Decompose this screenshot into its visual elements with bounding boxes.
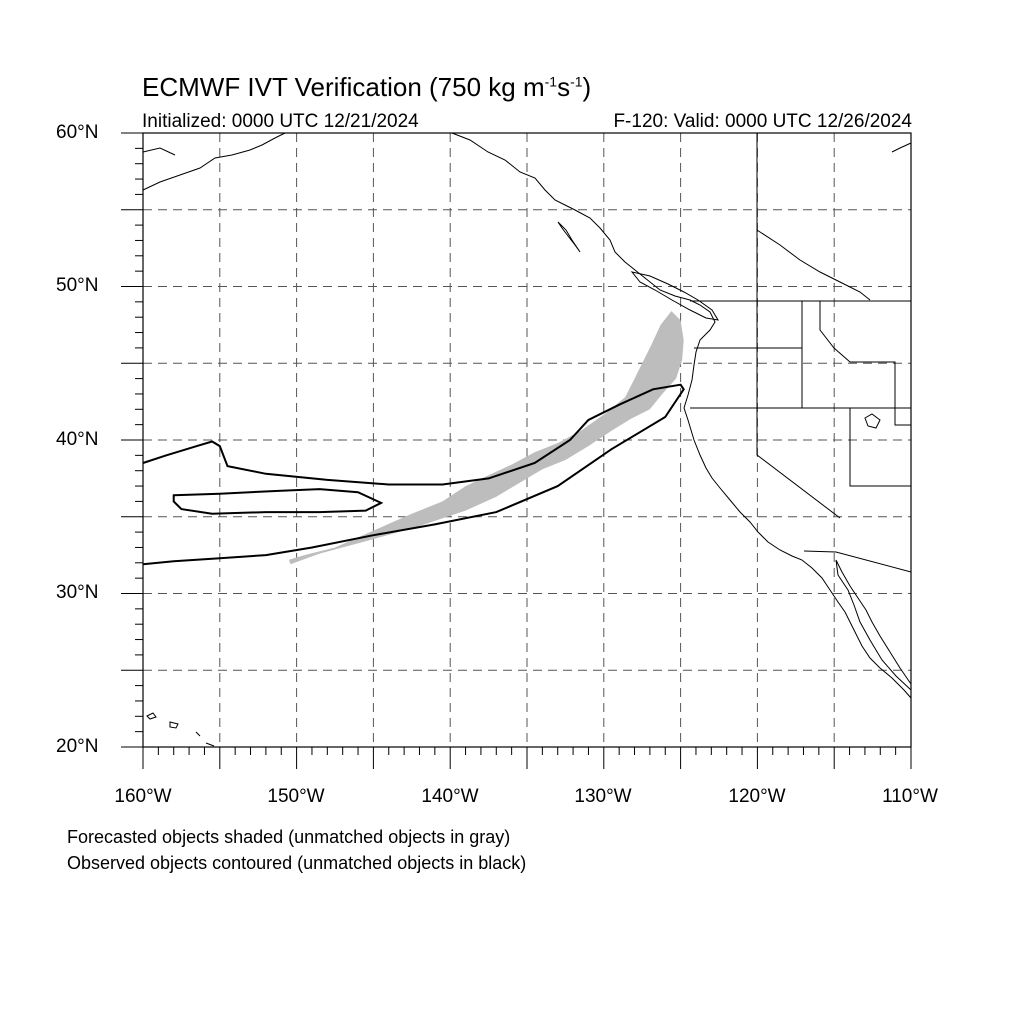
lon-label-120w: 120°W [728, 786, 786, 807]
coastline-and-borders [142, 132, 912, 747]
lat-label-40n: 40°N [56, 429, 99, 450]
title-mid: s [557, 72, 571, 102]
lon-label-160w: 160°W [114, 786, 172, 807]
lon-label-110w: 110°W [882, 786, 938, 807]
observed-ivt-object-inner [172, 488, 384, 515]
lake-great-salt [864, 413, 881, 429]
coastline-north-america [451, 132, 912, 699]
graticule [143, 133, 911, 747]
coastline-alaska [142, 132, 286, 191]
coastline-vancouver-island [630, 271, 719, 321]
axis-ticks [121, 132, 912, 769]
title-main: ECMWF IVT Verification (750 kg m [142, 72, 545, 102]
map-frame [142, 132, 912, 748]
lon-label-130w: 130°W [574, 786, 632, 807]
forecast-ivt-object [288, 311, 684, 565]
chart-title: ECMWF IVT Verification (750 kg m-1s-1) [142, 72, 591, 103]
subtitle-valid: F-120: Valid: 0000 UTC 12/26/2024 [613, 111, 912, 132]
coastline-canada-top-right [891, 142, 912, 153]
title-exponent-1: -1 [544, 73, 558, 90]
lat-label-60n: 60°N [56, 122, 99, 143]
lat-label-50n: 50°N [56, 275, 99, 296]
lat-label-20n: 20°N [56, 736, 99, 757]
coastline-baja [835, 559, 912, 691]
title-exponent-2: -1 [570, 73, 583, 90]
footnote-forecast: Forecasted objects shaded (unmatched obj… [67, 827, 511, 847]
footnote-observed: Observed objects contoured (unmatched ob… [67, 853, 527, 873]
lon-label-140w: 140°W [421, 786, 479, 807]
coastline-hawaii [146, 712, 215, 747]
border-states [690, 133, 912, 573]
observed-ivt-object-main [142, 383, 685, 566]
lat-label-30n: 30°N [56, 582, 99, 603]
coastline-haida-gwaii [557, 221, 581, 253]
title-end: ) [582, 72, 592, 102]
lon-label-150w: 150°W [267, 786, 325, 807]
subtitle-initialized: Initialized: 0000 UTC 12/21/2024 [142, 111, 419, 132]
